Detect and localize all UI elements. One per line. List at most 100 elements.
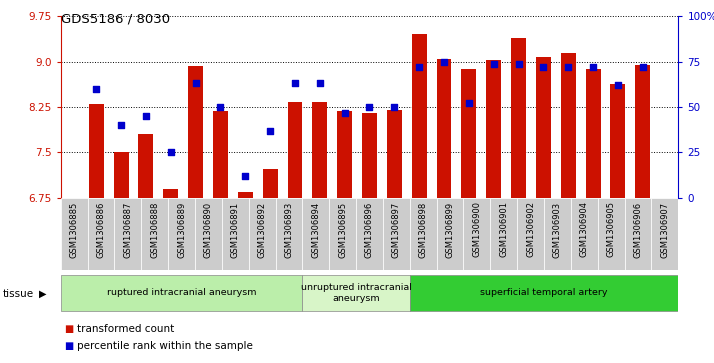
Text: ■: ■ [64, 323, 74, 334]
Text: GSM1306888: GSM1306888 [150, 201, 159, 258]
Text: GSM1306904: GSM1306904 [580, 201, 589, 257]
Text: unruptured intracranial
aneurysm: unruptured intracranial aneurysm [301, 283, 411, 303]
Text: GSM1306893: GSM1306893 [284, 201, 293, 258]
Bar [625, 198, 651, 270]
Bar [436, 59, 451, 198]
Bar [248, 198, 276, 270]
Bar [461, 69, 476, 198]
Bar [517, 198, 544, 270]
Bar [139, 134, 154, 198]
Bar [383, 198, 410, 270]
Point [637, 64, 648, 70]
Point [190, 81, 201, 86]
Text: superficial temporal artery: superficial temporal artery [481, 289, 608, 297]
Text: GSM1306901: GSM1306901 [499, 201, 508, 257]
Text: ▶: ▶ [39, 289, 46, 299]
Bar [288, 102, 303, 198]
Text: GSM1306897: GSM1306897 [392, 201, 401, 258]
Text: GSM1306891: GSM1306891 [231, 201, 240, 258]
Text: GSM1306889: GSM1306889 [177, 201, 186, 258]
Bar [114, 152, 129, 198]
Text: transformed count: transformed count [77, 323, 174, 334]
Text: GSM1306900: GSM1306900 [473, 201, 481, 257]
Point [339, 110, 351, 115]
Bar [222, 198, 248, 270]
Point [388, 104, 400, 110]
Bar [651, 198, 678, 270]
Point [116, 122, 127, 128]
Bar [571, 198, 598, 270]
Point [563, 64, 574, 70]
Text: GSM1306896: GSM1306896 [365, 201, 374, 258]
Bar [585, 69, 600, 198]
Text: GSM1306887: GSM1306887 [124, 201, 132, 258]
Text: GSM1306885: GSM1306885 [70, 201, 79, 258]
Text: GSM1306906: GSM1306906 [633, 201, 643, 258]
Text: ruptured intracranial aneurysm: ruptured intracranial aneurysm [107, 289, 256, 297]
Bar [114, 198, 141, 270]
Bar [164, 189, 178, 198]
Point [289, 81, 301, 86]
Bar [213, 111, 228, 198]
Bar [491, 198, 517, 270]
Point [588, 64, 599, 70]
Bar [88, 198, 114, 270]
Bar [511, 37, 526, 198]
Bar [302, 198, 329, 270]
Text: ■: ■ [64, 340, 74, 351]
Bar [560, 53, 575, 198]
Text: GSM1306894: GSM1306894 [311, 201, 321, 258]
Text: GSM1306890: GSM1306890 [204, 201, 213, 258]
Text: GSM1306907: GSM1306907 [660, 201, 669, 258]
Text: GSM1306895: GSM1306895 [338, 201, 347, 258]
Bar [362, 113, 377, 198]
Bar [195, 198, 222, 270]
Point [140, 113, 151, 119]
Bar [276, 198, 302, 270]
Point [488, 61, 499, 66]
Text: percentile rank within the sample: percentile rank within the sample [77, 340, 253, 351]
Bar [412, 34, 427, 198]
Text: GSM1306886: GSM1306886 [96, 201, 106, 258]
Bar [329, 198, 356, 270]
Point [91, 86, 102, 92]
Bar [463, 198, 491, 270]
Bar [188, 66, 203, 198]
Bar [337, 111, 352, 198]
Text: GSM1306899: GSM1306899 [446, 201, 455, 258]
Point [264, 128, 276, 134]
Bar [635, 65, 650, 198]
Point [513, 61, 524, 66]
Bar [61, 275, 302, 311]
Bar [544, 198, 571, 270]
Bar [356, 198, 383, 270]
Text: GSM1306892: GSM1306892 [258, 201, 266, 258]
Bar [598, 198, 625, 270]
Bar [263, 170, 278, 198]
Point [165, 150, 176, 155]
Point [215, 104, 226, 110]
Text: GDS5186 / 8030: GDS5186 / 8030 [61, 13, 170, 26]
Bar [536, 57, 551, 198]
Bar [141, 198, 168, 270]
Point [363, 104, 375, 110]
Point [438, 59, 450, 65]
Point [314, 81, 326, 86]
Point [413, 64, 425, 70]
Bar [610, 84, 625, 198]
Point [240, 173, 251, 179]
Bar [437, 198, 463, 270]
Point [612, 82, 623, 88]
Bar [89, 104, 104, 198]
Point [538, 64, 549, 70]
Text: GSM1306902: GSM1306902 [526, 201, 535, 257]
Bar [312, 102, 327, 198]
Bar [486, 60, 501, 198]
Text: GSM1306905: GSM1306905 [607, 201, 615, 257]
Bar [387, 110, 402, 198]
Bar [61, 198, 88, 270]
Bar [410, 275, 678, 311]
Point [463, 101, 475, 106]
Bar [302, 275, 410, 311]
Bar [410, 198, 437, 270]
